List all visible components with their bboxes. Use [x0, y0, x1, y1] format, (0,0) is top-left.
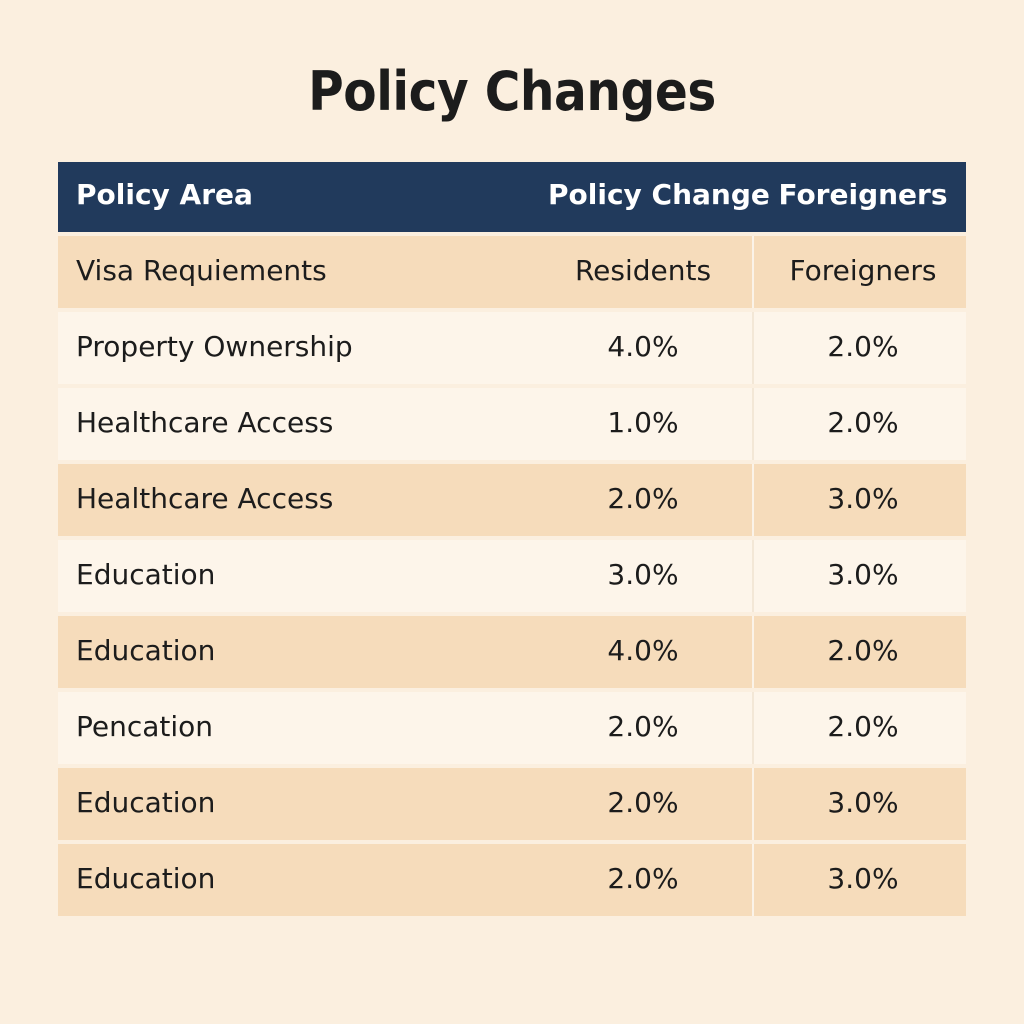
- cell-policy-area: Education: [76, 558, 216, 591]
- cell-foreigners: 2.0%: [827, 710, 899, 743]
- column-divider: [752, 692, 754, 764]
- cell-foreigners: Foreigners: [789, 254, 937, 287]
- table-row: Visa Requiements Residents Foreigners: [58, 236, 966, 308]
- column-divider: [752, 616, 754, 688]
- cell-policy-area: Visa Requiements: [76, 254, 327, 287]
- cell-foreigners: 3.0%: [827, 558, 899, 591]
- cell-policy-change: 4.0%: [607, 634, 679, 667]
- cell-policy-area: Property Ownership: [76, 330, 353, 363]
- table-body: Visa Requiements Residents Foreigners Prope…: [58, 236, 966, 916]
- cell-policy-change: Residents: [574, 254, 712, 287]
- table-row: Property Ownership 4.0% 2.0%: [58, 312, 966, 384]
- cell-policy-area: Healthcare Access: [76, 482, 334, 515]
- cell-foreigners: 2.0%: [827, 634, 899, 667]
- cell-policy-area: Education: [76, 786, 216, 819]
- page-title: Policy Changes: [308, 60, 716, 123]
- cell-foreigners: 3.0%: [827, 482, 899, 515]
- cell-policy-change: 1.0%: [607, 406, 679, 439]
- table-row: Healthcare Access 2.0% 3.0%: [58, 464, 966, 536]
- cell-foreigners: 2.0%: [827, 330, 899, 363]
- cell-foreigners: 2.0%: [827, 406, 899, 439]
- column-divider: [752, 388, 754, 460]
- cell-policy-change: 2.0%: [607, 482, 679, 515]
- table-header: Policy Area Policy Change Foreigners: [58, 162, 966, 232]
- table-row: Education 2.0% 3.0%: [58, 844, 966, 916]
- policy-table: Policy Area Policy Change Foreigners Vis…: [58, 162, 966, 916]
- column-header-policy-area: Policy Area: [76, 178, 253, 211]
- table-row: Education 4.0% 2.0%: [58, 616, 966, 688]
- cell-policy-change: 2.0%: [607, 786, 679, 819]
- column-divider: [752, 844, 754, 916]
- cell-policy-change: 3.0%: [607, 558, 679, 591]
- column-divider: [752, 236, 754, 308]
- cell-foreigners: 3.0%: [827, 862, 899, 895]
- cell-policy-change: 2.0%: [607, 862, 679, 895]
- table-row: Education 2.0% 3.0%: [58, 768, 966, 840]
- cell-policy-change: 4.0%: [607, 330, 679, 363]
- cell-policy-area: Education: [76, 862, 216, 895]
- cell-policy-area: Pencation: [76, 710, 214, 743]
- column-header-policy-change: Policy Change: [548, 178, 770, 211]
- column-divider: [752, 464, 754, 536]
- cell-foreigners: 3.0%: [827, 786, 899, 819]
- table-row: Pencation 2.0% 2.0%: [58, 692, 966, 764]
- cell-policy-area: Education: [76, 634, 216, 667]
- table-row: Healthcare Access 1.0% 2.0%: [58, 388, 966, 460]
- column-divider: [752, 312, 754, 384]
- column-header-foreigners: Foreigners: [778, 178, 948, 211]
- table-row: Education 3.0% 3.0%: [58, 540, 966, 612]
- cell-policy-change: 2.0%: [607, 710, 679, 743]
- column-divider: [752, 768, 754, 840]
- cell-policy-area: Healthcare Access: [76, 406, 334, 439]
- column-divider: [752, 540, 754, 612]
